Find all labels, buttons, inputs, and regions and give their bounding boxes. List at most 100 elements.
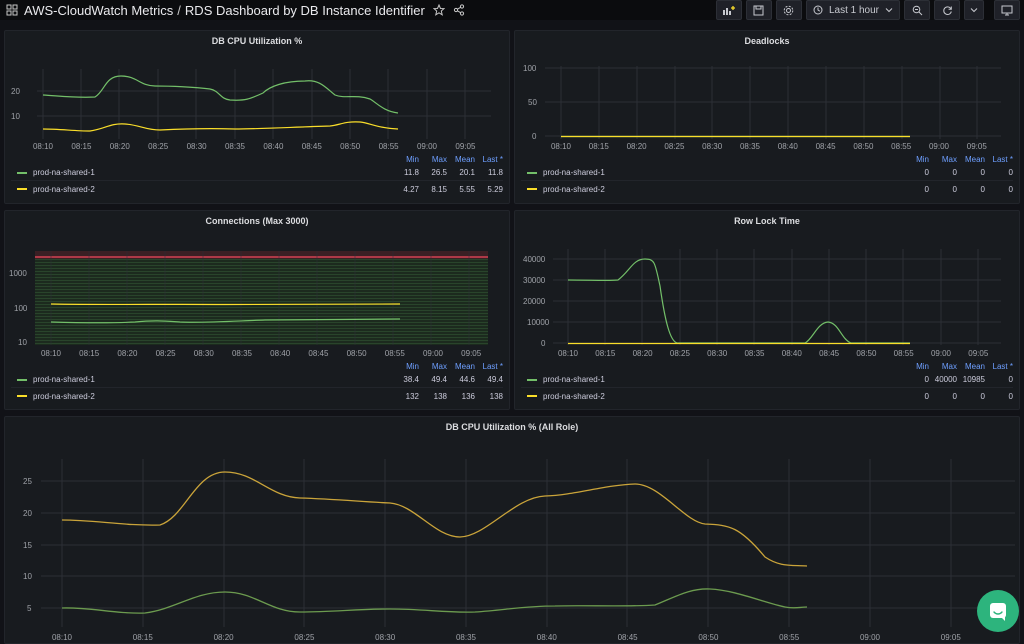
legend-col-mean[interactable]: Mean [964,155,985,164]
add-panel-button[interactable] [715,0,742,20]
refresh-interval-dropdown[interactable] [964,0,984,20]
share-icon[interactable] [453,4,465,16]
dashboard-title[interactable]: RDS Dashboard by DB Instance Identifier [184,2,425,18]
legend-min: 0 [924,168,929,177]
legend-series-name[interactable]: prod-na-shared-2 [543,184,605,194]
x-tick-label: 08:15 [589,142,610,151]
legend-min: 38.4 [403,375,419,384]
x-tick-label: 08:25 [664,142,685,151]
series-line-prod-na-shared-1 [50,318,401,324]
breadcrumb-separator: / [177,2,181,18]
x-tick-label: 08:30 [187,142,208,151]
panel-deadlocks[interactable]: Deadlocks 100 50 0 08:10 08:15 08:20 08:25 0… [514,30,1020,204]
legend-row[interactable]: prod-na-shared-1 0 0 0 0 [521,165,1013,181]
zoom-out-button[interactable] [904,0,930,20]
zoom-out-icon [912,5,922,15]
star-icon[interactable] [432,4,445,16]
threshold-region-red [35,251,488,259]
legend-mean: 0 [980,391,985,401]
y-tick-label: 25 [23,477,32,486]
legend-last: 0 [1008,391,1013,401]
legend-row[interactable]: prod-na-shared-2 132 138 136 138 [11,388,503,404]
refresh-button[interactable] [934,0,960,20]
x-tick-label: 08:20 [214,633,235,642]
legend-row[interactable]: prod-na-shared-2 0 0 0 0 [521,388,1013,404]
legend-max: 0 [952,391,957,401]
legend-col-mean[interactable]: Mean [964,362,985,371]
legend-col-min[interactable]: Min [916,155,929,164]
x-tick-label: 08:10 [52,633,73,642]
help-chat-button[interactable] [977,590,1019,632]
save-dashboard-button[interactable] [745,0,772,20]
legend-col-max[interactable]: Max [941,155,957,164]
legend-series-name[interactable]: prod-na-shared-1 [543,168,605,177]
dashboards-grid-icon[interactable] [6,4,18,16]
legend-mean: 136 [461,391,475,401]
legend-col-min[interactable]: Min [916,362,929,371]
legend-last: 0 [1008,375,1013,384]
x-tick-label: 08:20 [117,349,138,358]
x-tick-label: 08:20 [110,142,131,151]
legend-col-last[interactable]: Last * [482,155,503,164]
panel-row-lock-time[interactable]: Row Lock Time 40000 30000 20000 10000 0 … [514,210,1020,410]
legend-table: Min Max Mean Last * prod-na-shared-1 38.4 49.… [11,361,503,404]
legend-col-last[interactable]: Last * [992,362,1013,371]
y-tick-label: 50 [528,98,537,107]
chevron-down-icon [970,8,978,13]
x-tick-label: 08:35 [740,142,761,151]
legend-row[interactable]: prod-na-shared-1 38.4 49.4 44.6 49.4 [11,372,503,388]
legend-swatch [17,188,27,190]
y-tick-label: 10 [11,112,20,121]
legend-mean: 44.6 [459,375,475,384]
x-tick-label: 08:45 [816,142,837,151]
legend-series-name[interactable]: prod-na-shared-1 [33,168,95,177]
legend-series-name[interactable]: prod-na-shared-1 [33,375,95,384]
x-tick-label: 08:20 [633,349,654,358]
legend-col-min[interactable]: Min [406,155,419,164]
legend-col-mean[interactable]: Mean [454,155,475,164]
legend-series-name[interactable]: prod-na-shared-2 [33,391,95,401]
folder-title[interactable]: AWS-CloudWatch Metrics [24,2,174,18]
x-tick-label: 08:25 [294,633,315,642]
panel-title: DB CPU Utilization % [211,36,303,46]
x-tick-label: 09:00 [931,349,952,358]
panel-cpu-utilization[interactable]: DB CPU Utilization % 20 10 08:10 08:15 08:… [4,30,510,204]
legend-col-max[interactable]: Max [431,362,447,371]
legend-series-name[interactable]: prod-na-shared-1 [543,375,605,384]
legend-row[interactable]: prod-na-shared-1 0 40000 10985 0 [521,372,1013,388]
legend-series-name[interactable]: prod-na-shared-2 [543,391,605,401]
legend-col-max[interactable]: Max [941,362,957,371]
cpu-chart: 20 10 08:10 08:15 08:20 08:25 08:30 08:35 08:4… [11,69,491,151]
x-tick-label: 09:00 [423,349,444,358]
legend-max: 40000 [934,375,957,384]
x-tick-label: 09:05 [941,633,962,642]
x-tick-label: 08:45 [618,633,639,642]
settings-button[interactable] [775,0,802,20]
legend-max: 8.15 [431,184,447,194]
legend-col-last[interactable]: Last * [992,155,1013,164]
tv-mode-button[interactable] [994,0,1020,20]
legend-row[interactable]: prod-na-shared-2 4.27 8.15 5.55 5.29 [11,181,503,197]
legend-col-max[interactable]: Max [431,155,447,164]
legend-swatch [17,171,27,174]
legend-series-name[interactable]: prod-na-shared-2 [33,184,95,194]
x-tick-label: 08:30 [707,349,728,358]
refresh-icon [942,5,952,15]
legend-row[interactable]: prod-na-shared-1 11.8 26.5 20.1 11.8 [11,165,503,181]
x-tick-label: 08:50 [698,633,719,642]
connections-chart: 1000 100 10 08:10 08:15 08:20 08:25 08:30 08:… [9,251,488,358]
x-tick-label: 09:05 [967,142,988,151]
legend-col-last[interactable]: Last * [482,362,503,371]
x-tick-label: 08:30 [702,142,723,151]
y-tick-label: 1000 [9,269,27,278]
time-range-picker[interactable]: Last 1 hour [805,0,900,20]
gear-icon [784,5,794,15]
panel-cpu-all-role[interactable]: DB CPU Utilization % (All Role) 25 20 15… [4,416,1020,644]
x-tick-label: 09:00 [929,142,950,151]
x-tick-label: 08:35 [744,349,765,358]
legend-col-mean[interactable]: Mean [454,362,475,371]
legend-mean: 5.55 [459,184,475,194]
panel-connections[interactable]: Connections (Max 3000) 1000 100 10 08:10… [4,210,510,410]
legend-col-min[interactable]: Min [406,362,419,371]
legend-row[interactable]: prod-na-shared-2 0 0 0 0 [521,181,1013,197]
